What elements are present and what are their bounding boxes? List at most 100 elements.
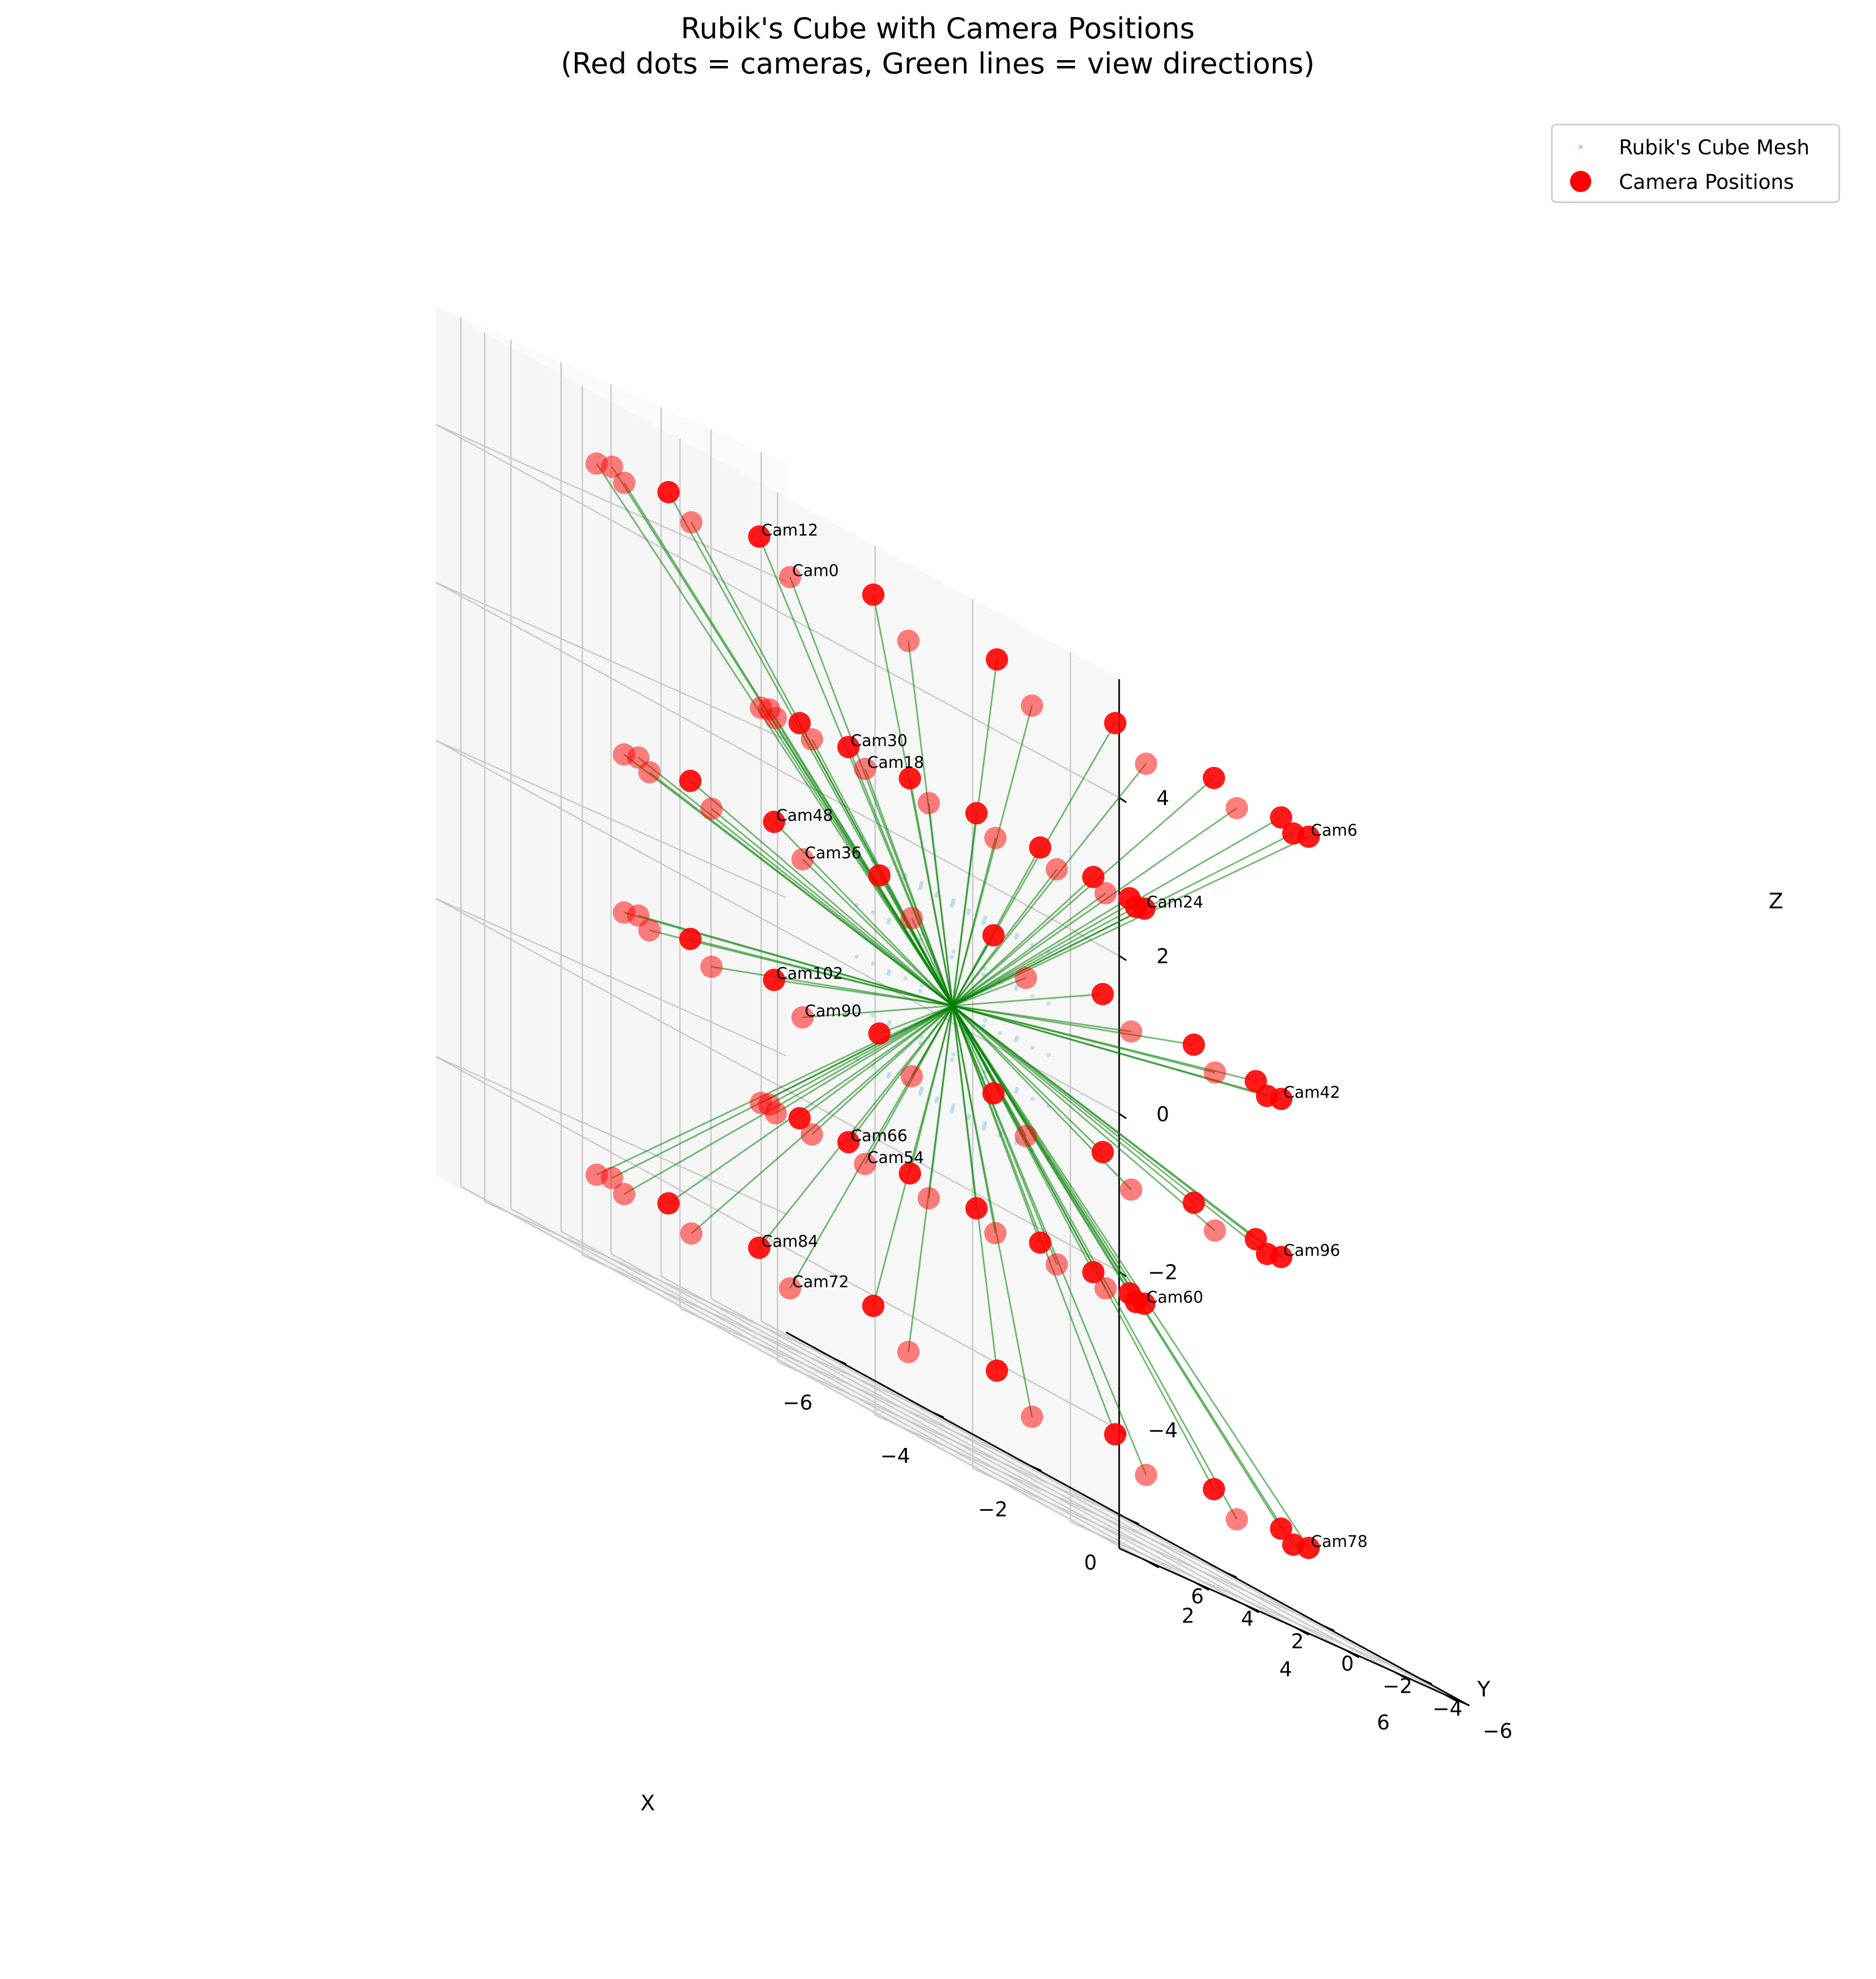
z-tick-label: −2 — [1148, 1261, 1178, 1284]
camera-marker — [1270, 1088, 1293, 1111]
camera-label: Cam60 — [1146, 1288, 1203, 1307]
mesh-point — [934, 1099, 939, 1104]
camera-marker — [965, 802, 988, 825]
view-direction-line — [928, 803, 954, 1006]
tick-labels: −6 −4 −2 0 2 4 6 −6 −4 −2 0 2 4 6 −4 −2 0 2 4 — [783, 786, 1513, 1743]
view-direction-line — [911, 917, 954, 1006]
mesh-point — [981, 1126, 986, 1131]
view-direction-line — [711, 966, 953, 1007]
camera-marker — [1202, 767, 1225, 790]
view-direction-line — [864, 768, 954, 1006]
chart-title-line2: (Red dots = cameras, Green lines = view … — [561, 47, 1315, 80]
mesh-point — [934, 893, 939, 898]
legend-box — [1551, 123, 1840, 203]
view-direction-line — [952, 807, 1237, 1007]
camera-label: Cam96 — [1283, 1241, 1340, 1260]
camera-marker — [788, 1107, 811, 1130]
camera-marker — [1082, 866, 1105, 889]
x-tick-mark — [1225, 1571, 1237, 1578]
grid-line-side-z — [435, 424, 787, 583]
view-direction-line — [596, 463, 954, 1006]
mesh-point — [918, 1091, 922, 1096]
mesh-point — [886, 1074, 891, 1079]
y-tick-mark — [1144, 1559, 1160, 1569]
camera-marker — [679, 928, 702, 950]
mesh-point — [966, 910, 971, 915]
y-tick-mark — [1394, 1671, 1410, 1681]
chart-title-line1: Rubik's Cube with Camera Positions — [681, 12, 1195, 45]
camera-label: Cam18 — [867, 753, 924, 772]
camera-marker — [600, 1166, 623, 1189]
mesh-point — [949, 955, 954, 959]
camera-marker — [1045, 1253, 1068, 1276]
y-tick-mark — [1294, 1626, 1310, 1636]
view-direction-line — [802, 1005, 953, 1019]
view-direction-line — [952, 813, 978, 1006]
camera-marker — [791, 848, 814, 871]
view-direction-line — [952, 1005, 1257, 1240]
mesh-point — [871, 1013, 875, 1017]
rubiks-cube-mesh — [854, 851, 1051, 1160]
view-direction-line — [611, 1005, 953, 1179]
camera-label: Cam30 — [850, 732, 907, 750]
mesh-point — [997, 1031, 1002, 1036]
mesh-point — [981, 1023, 986, 1028]
camera-marker — [613, 1182, 635, 1205]
camera-marker — [984, 826, 1007, 849]
mesh-point — [854, 954, 859, 959]
view-direction-line — [952, 1005, 1116, 1435]
mesh-point — [949, 1109, 954, 1114]
z-tick-label: 0 — [1156, 1103, 1169, 1126]
camera-marker — [1104, 711, 1127, 734]
view-direction-line — [952, 838, 996, 1006]
camera-labels: Cam0 Cam6 Cam12 Cam18 Cam24 Cam30 Cam36 Cam42 Ca… — [762, 521, 1368, 1551]
view-direction-line — [952, 1005, 1104, 1153]
camera-marker — [1270, 1517, 1293, 1540]
view-direction-line — [638, 757, 953, 1007]
grid-line-back-z — [435, 424, 1120, 799]
camera-marker — [1014, 966, 1037, 989]
view-direction-line — [879, 1005, 953, 1034]
camera-marker — [1133, 897, 1156, 920]
view-direction-line — [872, 1005, 954, 1306]
view-direction-line — [909, 778, 954, 1006]
y-tick-mark — [1244, 1603, 1260, 1613]
view-direction-line — [668, 1005, 953, 1204]
view-direction-line — [952, 906, 1137, 1007]
z-tick-mark — [1119, 1113, 1127, 1119]
y-tick-mark — [1194, 1581, 1210, 1591]
z-tick-mark — [1119, 955, 1127, 961]
view-direction-line — [847, 747, 954, 1006]
mesh-point — [918, 1040, 922, 1045]
y-tick-label: −6 — [1483, 1719, 1513, 1743]
camera-marker — [854, 1153, 877, 1175]
y-tick-label: 4 — [1241, 1607, 1254, 1630]
grid-line-floor-x — [874, 1414, 1226, 1573]
grid-lines — [435, 317, 1445, 1695]
camera-marker — [1021, 694, 1044, 717]
camera-marker — [1082, 1261, 1105, 1284]
view-direction-line — [649, 772, 953, 1007]
mesh-point — [1030, 1097, 1035, 1102]
x-tick-mark — [834, 1358, 847, 1365]
mesh-point — [983, 1018, 988, 1023]
y-axis-label: Y — [1477, 1677, 1491, 1702]
camera-marker — [764, 1102, 787, 1124]
y-tick-mark — [1444, 1693, 1460, 1703]
mesh-point — [871, 962, 875, 966]
x-tick-label: −4 — [880, 1444, 910, 1468]
legend: Rubik's Cube Mesh Camera Positions — [1551, 123, 1840, 203]
view-direction-line — [624, 912, 953, 1007]
camera-marker — [779, 1277, 801, 1300]
x-tick-mark — [1029, 1464, 1042, 1472]
camera-label: Cam66 — [850, 1127, 907, 1145]
grid-line-back-z — [435, 582, 1120, 957]
camera-marker — [1203, 1061, 1226, 1084]
x-tick-mark — [932, 1411, 944, 1418]
camera-marker — [1297, 825, 1320, 848]
camera-marker — [862, 583, 885, 606]
z-axis-label: Z — [1768, 889, 1783, 914]
camera-marker — [800, 1123, 823, 1146]
x-tick-mark — [1127, 1518, 1139, 1525]
view-direction-line — [952, 1005, 995, 1094]
